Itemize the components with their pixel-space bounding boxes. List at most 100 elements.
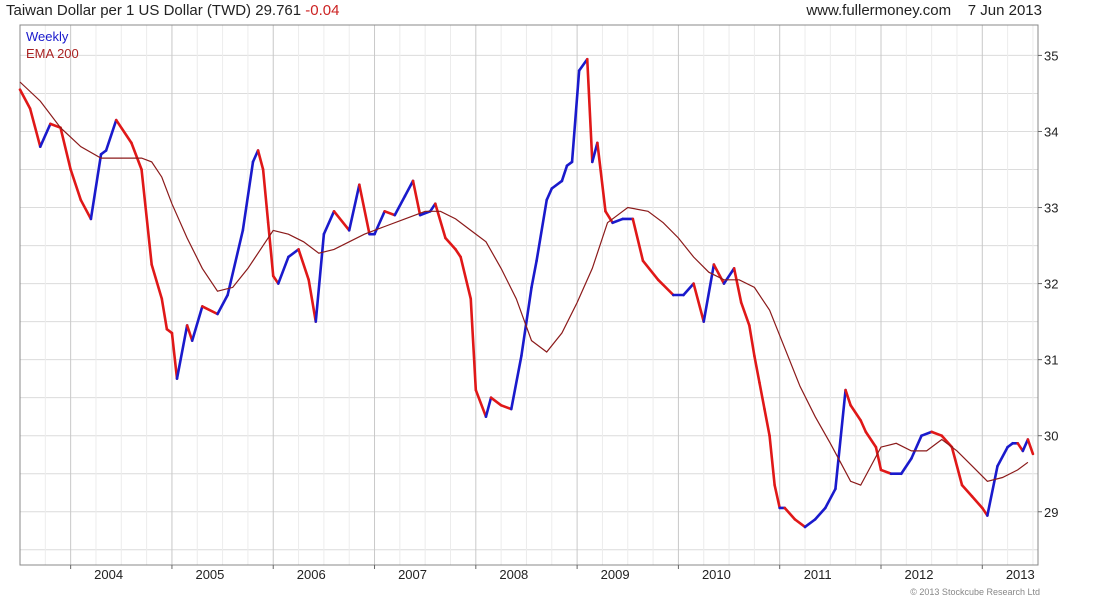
weekly-segment: [434, 202, 447, 240]
axes: 29 30 31 32 33 34 35 2004 2005 2006 2007 2008 2009 20…: [70, 48, 1058, 582]
weekly-segment: [712, 263, 726, 285]
weekly-segment: [38, 122, 52, 148]
weekly-segment: [864, 430, 878, 449]
weekly-segment: [768, 434, 776, 487]
weekly-segment: [251, 149, 260, 164]
site-url[interactable]: www.fullermoney.com: [806, 2, 952, 19]
weekly-segment: [226, 229, 245, 297]
weekly-segment: [469, 297, 478, 392]
weekly-segment: [150, 263, 164, 301]
weekly-segment: [604, 210, 614, 225]
weekly-segment: [530, 259, 538, 289]
weekly-segment: [859, 419, 868, 434]
weekly-segment: [783, 506, 797, 521]
weekly-segment: [692, 282, 706, 323]
weekly-segment: [585, 57, 594, 164]
weekly-segment: [702, 263, 716, 323]
x-tick-label: 2004: [94, 567, 123, 582]
weekly-segment: [535, 198, 549, 263]
weekly-segment: [474, 388, 488, 418]
last-price: 29.761: [255, 2, 302, 19]
y-tick-label: 35: [1044, 48, 1058, 63]
weekly-segment: [307, 278, 318, 323]
weekly-segment: [373, 210, 386, 236]
weekly-segment: [89, 152, 103, 221]
y-tick-label: 34: [1044, 124, 1058, 139]
weekly-segment: [170, 331, 179, 380]
weekly-segment: [577, 57, 589, 72]
chart-header-title: Taiwan Dollar per 1 US Dollar (TWD) 29.7…: [6, 2, 340, 19]
weekly-segment: [411, 179, 422, 217]
chart-header-info: www.fullermoney.com 7 Jun 2013: [806, 2, 1042, 19]
legend-weekly: Weekly: [26, 29, 69, 44]
weekly-segment: [722, 267, 736, 285]
weekly-segment: [739, 301, 751, 327]
weekly-segment: [545, 187, 554, 202]
weekly-segment: [849, 403, 863, 422]
x-tick-label: 2011: [804, 567, 832, 582]
weekly-segment: [418, 210, 432, 217]
weekly-segment: [748, 324, 756, 358]
weekly-segment: [910, 434, 923, 460]
weekly-segment: [930, 430, 944, 438]
weekly-segment: [201, 305, 219, 316]
weekly-segment: [297, 248, 310, 282]
weekly-segment: [920, 430, 933, 438]
weekly-segment: [773, 483, 782, 510]
weekly-segment: [753, 354, 761, 384]
weekly-segment: [682, 282, 695, 297]
weekly-segment: [79, 198, 93, 221]
weekly-segment: [18, 88, 32, 110]
weekly-segment: [358, 183, 371, 236]
weekly-segment: [631, 217, 645, 263]
weekly-segment: [960, 483, 974, 498]
price-change: -0.04: [305, 2, 340, 19]
x-tick-label: 2006: [297, 567, 326, 582]
weekly-segment: [185, 324, 194, 342]
x-tick-label: 2013: [1006, 567, 1035, 582]
weekly-segment: [459, 255, 473, 301]
weekly-segment: [509, 354, 523, 411]
weekly-segment: [484, 396, 493, 418]
weekly-segment: [970, 495, 984, 510]
weekly-segment: [393, 194, 407, 217]
weekly-segment: [489, 396, 503, 407]
y-tick-label: 30: [1044, 429, 1058, 444]
weekly-segment: [216, 293, 229, 316]
weekly-segment: [287, 248, 300, 259]
weekly-segment: [256, 149, 265, 171]
weekly-segment: [332, 210, 351, 232]
weekly-segment: [560, 164, 569, 183]
weekly-segment: [322, 210, 336, 236]
weekly-segment: [879, 468, 893, 476]
ema-200-line: [19, 81, 1029, 486]
weekly-segment: [986, 464, 999, 517]
x-tick-label: 2010: [702, 567, 731, 582]
weekly-segment: [104, 118, 118, 152]
weekly-segment: [347, 183, 361, 232]
weekly-segment: [899, 457, 913, 476]
weekly-segment: [1026, 438, 1035, 456]
weekly-segment: [49, 122, 62, 129]
y-tick-label: 31: [1044, 353, 1058, 368]
y-tick-label: 33: [1044, 201, 1058, 216]
weekly-segment: [261, 168, 270, 225]
x-tick-label: 2007: [398, 567, 427, 582]
weekly-segment: [276, 255, 290, 285]
weekly-segment: [28, 107, 42, 148]
weekly-segment: [874, 445, 883, 472]
series: [18, 57, 1035, 529]
weekly-segment: [140, 168, 153, 266]
weekly-segment: [823, 487, 837, 510]
weekly-segment: [803, 518, 817, 529]
y-tick-label: 29: [1044, 505, 1058, 520]
grid: [19, 25, 1038, 565]
weekly-segment: [550, 179, 564, 190]
plot-frame: [19, 24, 1039, 566]
weekly-segment: [241, 160, 255, 232]
chart-title: Taiwan Dollar per 1 US Dollar (TWD): [6, 2, 252, 19]
weekly-segment: [403, 179, 415, 198]
weekly-segment: [611, 217, 624, 225]
weekly-segment: [596, 141, 607, 213]
